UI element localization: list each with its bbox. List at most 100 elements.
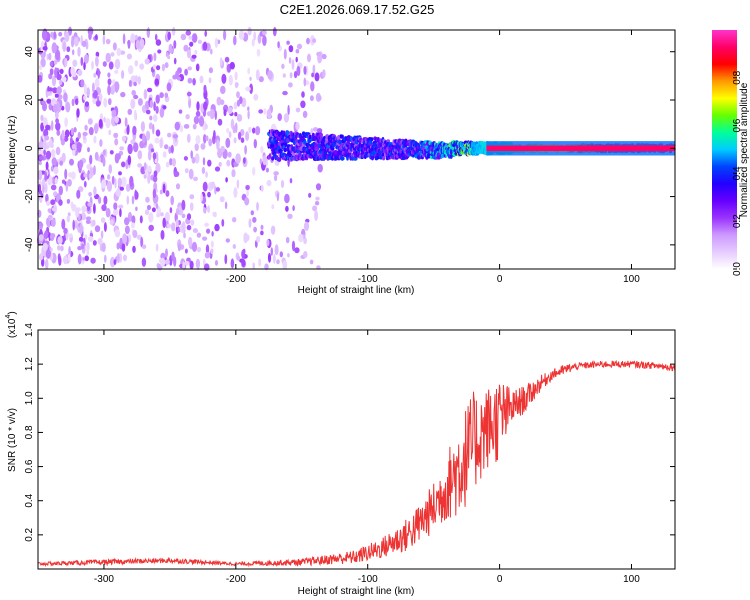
heatmap-cell <box>225 177 228 183</box>
y-tick-label: 1.2 <box>24 357 35 371</box>
heatmap-cell <box>223 109 227 117</box>
heatmap-cell <box>156 213 161 218</box>
heatmap-cell <box>121 70 125 79</box>
spectrogram-ylabel: Frequency (Hz) <box>7 116 18 185</box>
heatmap-cell <box>93 186 97 196</box>
heatmap-cell <box>338 140 343 145</box>
heatmap-cell <box>68 246 71 257</box>
heatmap-cell <box>223 29 227 41</box>
heatmap-cell <box>165 161 170 168</box>
heatmap-cell <box>125 159 129 170</box>
heatmap-cell <box>87 118 93 125</box>
heatmap-cell <box>293 71 298 79</box>
heatmap-cell <box>194 153 200 164</box>
heatmap-cell <box>252 166 256 176</box>
heatmap-cell <box>192 123 197 130</box>
heatmap-cell <box>98 118 103 129</box>
heatmap-cell <box>273 253 276 264</box>
colorbar-tick-label: 0.6 <box>732 118 743 132</box>
heatmap-cell <box>64 57 68 67</box>
heatmap-cell <box>186 91 192 97</box>
heatmap-cell <box>55 122 61 131</box>
heatmap-cell <box>224 201 228 210</box>
heatmap-cell <box>276 259 280 265</box>
heatmap-cell <box>164 211 170 223</box>
heatmap-cell <box>152 114 158 122</box>
heatmap-cell <box>155 243 159 252</box>
heatmap-cell <box>114 138 119 146</box>
heatmap-cell <box>268 153 272 158</box>
heatmap-cell <box>56 86 62 95</box>
heatmap-cell <box>201 166 206 175</box>
heatmap-cell <box>190 219 195 226</box>
heatmap-cell <box>164 92 169 99</box>
heatmap-cell <box>102 156 106 167</box>
colorbar-tick-label: 0.0 <box>732 262 743 276</box>
heatmap-cell <box>83 83 87 95</box>
heatmap-cell <box>55 118 59 124</box>
heatmap-cell <box>56 73 62 81</box>
heatmap-cell <box>50 165 54 172</box>
heatmap-cell <box>137 163 143 168</box>
heatmap-cell <box>260 224 264 230</box>
heatmap-cell <box>174 121 180 131</box>
snr-panel: -300 -200 -100 0 100 0.2 0.4 0.6 0.8 1.0 1.2 1.4 He… <box>5 311 676 597</box>
heatmap-cell <box>81 243 85 250</box>
colorbar-ticks: 0.0 0.2 0.4 0.6 0.8 <box>732 70 743 276</box>
heatmap-cell <box>117 177 122 187</box>
heatmap-cell <box>131 89 136 96</box>
heatmap-cell <box>274 244 279 256</box>
heatmap-cell <box>80 56 84 66</box>
heatmap-cell <box>114 178 117 189</box>
heatmap-cell <box>249 76 252 81</box>
heatmap-cell <box>80 79 85 88</box>
heatmap-cell <box>51 218 56 227</box>
heatmap-cell <box>82 131 88 137</box>
heatmap-cell <box>175 225 180 235</box>
heatmap-cell <box>114 58 121 70</box>
heatmap-cell <box>146 27 150 38</box>
heatmap-cell <box>87 202 93 207</box>
heatmap-cell <box>46 217 50 227</box>
heatmap-cell <box>234 112 238 117</box>
heatmap-cell <box>187 77 193 84</box>
heatmap-cell <box>155 203 159 210</box>
heatmap-cell <box>49 68 54 76</box>
heatmap-cell <box>240 137 245 143</box>
heatmap-cell <box>126 53 132 60</box>
heatmap-cell <box>195 110 201 117</box>
colorbar-tick-label: 0.8 <box>732 70 743 84</box>
heatmap-cell <box>63 255 68 265</box>
heatmap-cell <box>85 216 92 221</box>
heatmap-cell <box>48 87 53 92</box>
heatmap-cell <box>97 68 100 79</box>
x-tick-label: -200 <box>226 574 246 585</box>
heatmap-cell <box>154 158 158 164</box>
heatmap-cell <box>193 176 198 182</box>
heatmap-cell <box>103 222 107 232</box>
heatmap-cell <box>75 207 79 218</box>
heatmap-cell <box>184 168 189 174</box>
heatmap-cell <box>301 91 305 98</box>
heatmap-cell <box>50 199 56 206</box>
heatmap-cell <box>83 180 87 188</box>
heatmap-cell <box>102 34 106 45</box>
heatmap-cell <box>152 175 158 183</box>
heatmap-cell <box>127 155 132 166</box>
heatmap-cell <box>64 168 68 180</box>
heatmap-cell <box>241 249 246 259</box>
heatmap-cell <box>441 153 445 158</box>
heatmap-cell <box>130 33 136 44</box>
heatmap-cell <box>183 44 189 52</box>
heatmap-cell <box>271 204 275 210</box>
heatmap-cell <box>97 237 103 245</box>
heatmap-cell <box>266 239 270 247</box>
heatmap-cell <box>167 31 171 41</box>
heatmap-cell <box>207 159 212 167</box>
heatmap-cell <box>248 218 252 228</box>
heatmap-cell <box>77 69 83 76</box>
heatmap-cell <box>276 192 280 202</box>
heatmap-cell <box>241 258 246 267</box>
heatmap-cell <box>191 54 197 59</box>
heatmap-cell <box>184 68 189 76</box>
